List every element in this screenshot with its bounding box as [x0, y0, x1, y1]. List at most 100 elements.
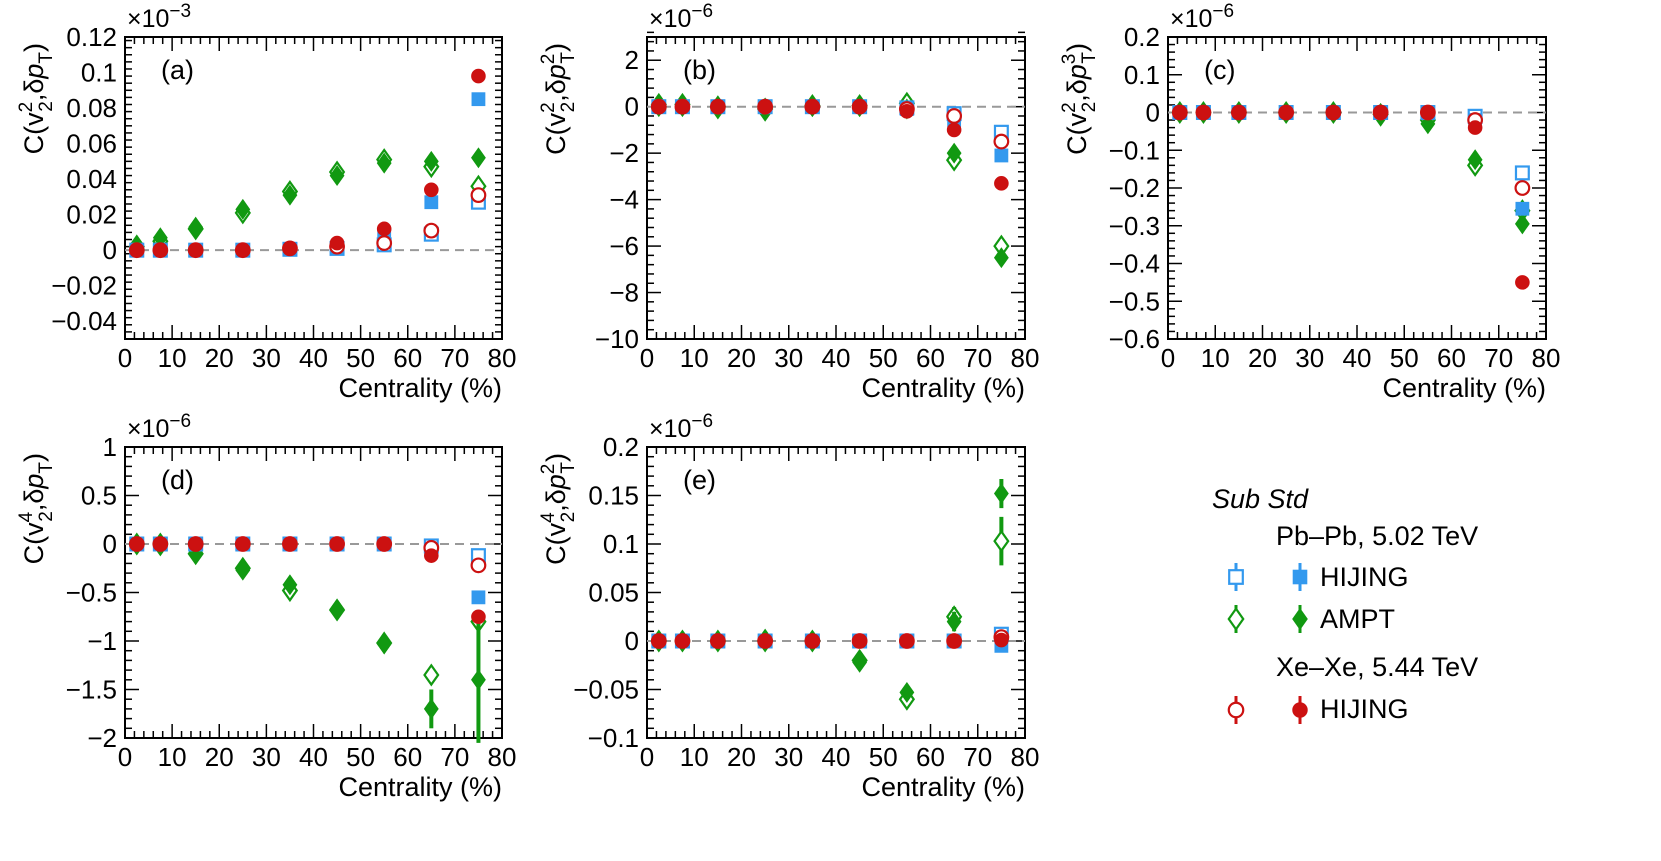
- x-tick-label: 50: [346, 343, 375, 373]
- data-point: [423, 150, 439, 172]
- series-hijing-xe-xe-std: [651, 99, 1009, 191]
- x-tick-label: 70: [440, 742, 469, 772]
- data-point: [423, 663, 440, 687]
- x-tick-label: 30: [774, 742, 803, 772]
- data-point: [235, 536, 251, 552]
- x-tick-label: 0: [118, 343, 132, 373]
- y-tick-label: 0: [625, 626, 639, 656]
- y-axis-title: C(v42,δp2T): [538, 453, 579, 565]
- x-tick-label: 30: [252, 343, 281, 373]
- y-tick-label: 0.12: [66, 22, 117, 52]
- y-tick-label: −0.4: [1109, 249, 1160, 279]
- y-tick-label: 0: [103, 235, 117, 265]
- x-tick-label: 60: [916, 742, 945, 772]
- data-point: [651, 99, 667, 114]
- axis-multiplier: ×10−3: [127, 1, 191, 33]
- y-tick-label: 0.1: [1124, 60, 1160, 90]
- legend: Sub Std Pb–Pb, 5.02 TeV HIJING AMPT Xe–X…: [1212, 484, 1478, 724]
- axis-multiplier: ×10−6: [649, 1, 713, 33]
- y-tick-label: −8: [609, 278, 639, 308]
- x-axis-title: Centrality (%): [338, 772, 502, 802]
- axis-multiplier: ×10−6: [127, 411, 191, 443]
- x-axis-title: Centrality (%): [338, 373, 502, 403]
- data-point: [946, 122, 962, 138]
- data-point: [805, 99, 820, 114]
- x-tick-label: 80: [1532, 343, 1561, 373]
- data-point: [946, 108, 963, 124]
- x-axis-title: Centrality (%): [1382, 373, 1546, 403]
- series-hijing-xe-xe-std: [651, 632, 1009, 649]
- x-tick-label: 30: [252, 742, 281, 772]
- y-tick-label: −0.04: [51, 306, 117, 336]
- y-tick-label: 0.1: [81, 58, 117, 88]
- panel-label: (b): [683, 55, 716, 85]
- data-point: [1467, 149, 1483, 171]
- y-tick-label: −0.1: [1109, 135, 1160, 165]
- y-tick-label: 0.04: [66, 164, 117, 194]
- data-point: [899, 104, 915, 119]
- x-tick-label: 10: [1201, 343, 1230, 373]
- y-tick-label: 0.1: [603, 529, 639, 559]
- y-tick-label: −0.05: [573, 675, 639, 705]
- x-tick-label: 40: [822, 343, 851, 373]
- y-tick-label: 0: [625, 92, 639, 122]
- data-point: [423, 698, 439, 720]
- data-point: [805, 633, 820, 649]
- data-point: [1514, 213, 1530, 235]
- x-tick-label: 20: [727, 742, 756, 772]
- y-tick-label: 0.5: [81, 481, 117, 511]
- data-point: [675, 99, 690, 114]
- y-tick-label: 2: [625, 45, 639, 75]
- data-point: [710, 633, 726, 649]
- y-tick-label: −0.2: [1109, 173, 1160, 203]
- panel-label: (a): [161, 55, 194, 85]
- y-tick-label: −6: [609, 231, 639, 261]
- data-point: [1278, 105, 1294, 120]
- data-point: [376, 152, 392, 174]
- x-tick-label: 60: [1437, 343, 1466, 373]
- data-point: [235, 198, 251, 220]
- data-point: [899, 681, 915, 703]
- x-tick-label: 50: [869, 742, 898, 772]
- legend-marker-hijing-pb-filled: [1292, 569, 1308, 585]
- legend-group-pbpb: Pb–Pb, 5.02 TeV: [1276, 521, 1478, 551]
- panel-label: (c): [1204, 55, 1235, 85]
- data-point: [282, 184, 298, 206]
- x-tick-label: 70: [1484, 343, 1513, 373]
- y-tick-label: −0.5: [66, 578, 117, 608]
- y-tick-label: 0: [103, 529, 117, 559]
- y-tick-label: −0.1: [588, 723, 639, 753]
- chart-panel-a: 0 10 20 30 40 50 60 70 80 −0.04 −0.02 0 0.02 0.04 0.06…: [16, 1, 516, 403]
- legend-hijing-pb: HIJING: [1320, 562, 1409, 592]
- data-point: [470, 187, 487, 204]
- data-point: [235, 242, 251, 258]
- data-point: [423, 222, 440, 239]
- data-point: [899, 633, 915, 649]
- legend-marker-hijing-xe-open: [1227, 701, 1245, 719]
- axis-multiplier: ×10−6: [649, 411, 713, 443]
- chart-panel-d: 0 10 20 30 40 50 60 70 80 −2 −1.5 −1 −0.5 0 0.5 1 ×10−6 (…: [16, 411, 516, 802]
- y-tick-label: −0.6: [1109, 324, 1160, 354]
- legend-group-xexe: Xe–Xe, 5.44 TeV: [1276, 652, 1478, 682]
- y-tick-label: −4: [609, 185, 639, 215]
- data-point: [424, 182, 439, 198]
- data-point: [852, 651, 868, 673]
- data-point: [994, 176, 1009, 191]
- series-ampt-pb-pb-std: [651, 479, 1009, 703]
- y-axis-title: C(v22,δp2T): [538, 43, 579, 155]
- x-tick-label: 0: [640, 343, 654, 373]
- x-tick-label: 50: [869, 343, 898, 373]
- series-ampt-pb-pb-std: [129, 533, 486, 743]
- data-point: [329, 598, 345, 620]
- y-tick-label: −0.5: [1109, 286, 1160, 316]
- y-tick-label: −0.3: [1109, 211, 1160, 241]
- y-tick-label: −0.02: [51, 271, 117, 301]
- data-point: [235, 559, 251, 581]
- x-tick-label: 40: [299, 742, 328, 772]
- x-tick-label: 10: [158, 742, 187, 772]
- x-tick-label: 10: [680, 742, 709, 772]
- x-axis-title: Centrality (%): [861, 373, 1025, 403]
- data-point: [329, 235, 345, 251]
- x-tick-label: 60: [916, 343, 945, 373]
- data-point: [471, 609, 486, 625]
